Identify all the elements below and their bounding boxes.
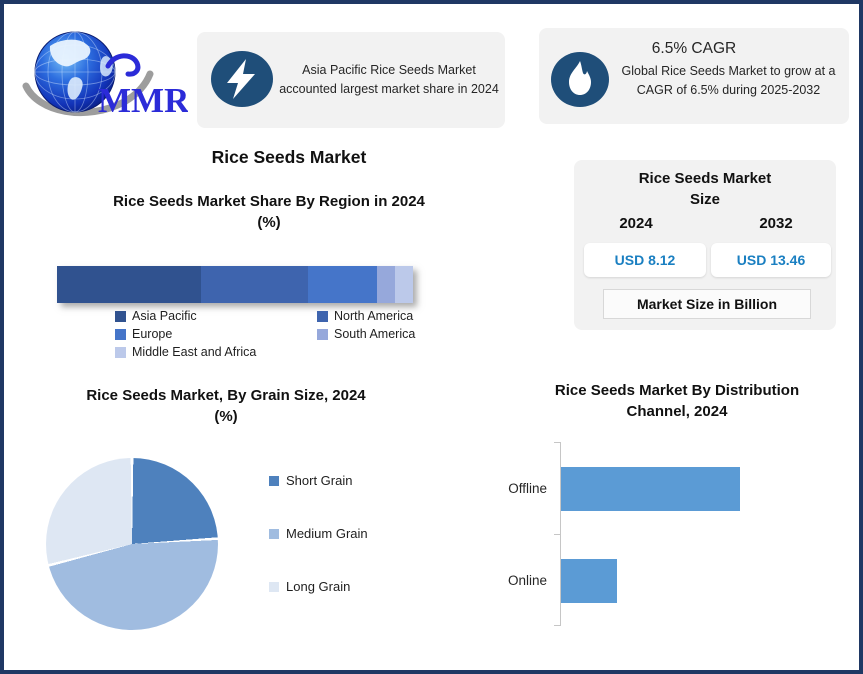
region-segment-north-america: [201, 266, 308, 303]
region-chart-title-line1: Rice Seeds Market Share By Region in 202…: [113, 193, 425, 210]
axis-tick: [554, 625, 560, 626]
distribution-chart-title: Rice Seeds Market By Distribution Channe…: [532, 380, 822, 422]
page-title: Rice Seeds Market: [211, 147, 367, 167]
legend-swatch-icon: [115, 310, 126, 322]
grain-pie-chart: [46, 458, 218, 630]
lightning-icon: [210, 50, 274, 108]
online-bar: [561, 559, 617, 603]
offline-bar: [561, 467, 740, 511]
flame-icon: [550, 51, 610, 108]
year-2024-label: 2024: [619, 215, 653, 232]
cagr-heading: 6.5% CAGR: [651, 40, 737, 57]
callout-asia-pacific: Asia Pacific Rice Seeds Market accounted…: [197, 32, 505, 128]
legend-swatch-icon: [269, 581, 279, 592]
grain-legend-item-medium-grain: Medium Grain: [269, 526, 368, 541]
market-size-note: Market Size in Billion: [603, 289, 811, 319]
region-legend-item-north-america: North America: [317, 309, 415, 323]
legend-label: Long Grain: [286, 579, 351, 594]
offline-label: Offline: [508, 481, 547, 496]
axis-tick: [554, 534, 560, 535]
region-legend: Asia Pacific North America Europe South Ame…: [115, 309, 415, 359]
callout-asia-pacific-text: Asia Pacific Rice Seeds Market accounted…: [279, 63, 499, 96]
region-segment-middle-east-and-africa: [395, 266, 413, 303]
legend-label: Asia Pacific: [132, 309, 197, 323]
region-legend-item-south-america: South America: [317, 327, 415, 341]
legend-label: Europe: [132, 327, 173, 341]
region-segment-asia-pacific: [57, 266, 202, 303]
legend-label: Short Grain: [286, 473, 353, 488]
region-stacked-bar: [57, 266, 413, 303]
legend-swatch-icon: [269, 528, 279, 539]
region-chart-title: Rice Seeds Market Share By Region in 202…: [84, 191, 454, 233]
legend-swatch-icon: [317, 310, 328, 322]
legend-label: Middle East and Africa: [132, 345, 257, 359]
region-legend-item-asia-pacific: Asia Pacific: [115, 309, 317, 323]
legend-label: North America: [334, 309, 414, 323]
mmr-logo: MMR: [20, 28, 190, 124]
panel-title-line2: Size: [689, 191, 720, 208]
legend-swatch-icon: [115, 346, 126, 358]
logo-text: MMR: [98, 81, 188, 120]
region-legend-item-middle-east-and-africa: Middle East and Africa: [115, 345, 317, 359]
year-2032-label: 2032: [759, 215, 793, 232]
distribution-chart-title-line2: Channel, 2024: [626, 403, 728, 420]
globe-logo-icon: MMR: [22, 31, 190, 120]
legend-label: South America: [334, 327, 416, 341]
online-label: Online: [507, 573, 547, 588]
legend-label: Medium Grain: [286, 526, 368, 541]
market-value-2024: USD 8.12: [584, 243, 706, 277]
grain-chart-title-line2: (%): [214, 408, 238, 425]
region-segment-europe: [307, 266, 378, 303]
callout-cagr: 6.5% CAGR Global Rice Seeds Market to gr…: [539, 28, 849, 124]
grain-chart-title-line1: Rice Seeds Market, By Grain Size, 2024: [86, 387, 366, 404]
legend-swatch-icon: [115, 328, 126, 340]
market-size-panel: Rice Seeds Market Size 2024 2032 USD 8.1…: [574, 160, 836, 330]
region-segment-south-america: [377, 266, 396, 303]
grain-legend: Short Grain Medium Grain Long Grain: [269, 473, 368, 632]
distribution-y-axis: [560, 442, 561, 626]
distribution-chart-title-line1: Rice Seeds Market By Distribution: [554, 382, 800, 399]
region-legend-item-europe: Europe: [115, 327, 317, 341]
region-chart-title-line2: (%): [257, 214, 281, 231]
grain-legend-item-short-grain: Short Grain: [269, 473, 368, 488]
grain-legend-item-long-grain: Long Grain: [269, 579, 368, 594]
legend-swatch-icon: [317, 328, 328, 340]
axis-tick: [554, 442, 560, 443]
legend-swatch-icon: [269, 475, 279, 486]
market-value-2032: USD 13.46: [711, 243, 831, 277]
market-size-panel-title: Rice Seeds Market Size: [625, 168, 785, 210]
panel-title-line1: Rice Seeds Market: [638, 170, 772, 187]
cagr-text: Global Rice Seeds Market to grow at a CA…: [621, 64, 836, 97]
grain-chart-title: Rice Seeds Market, By Grain Size, 2024 (…: [66, 385, 386, 427]
